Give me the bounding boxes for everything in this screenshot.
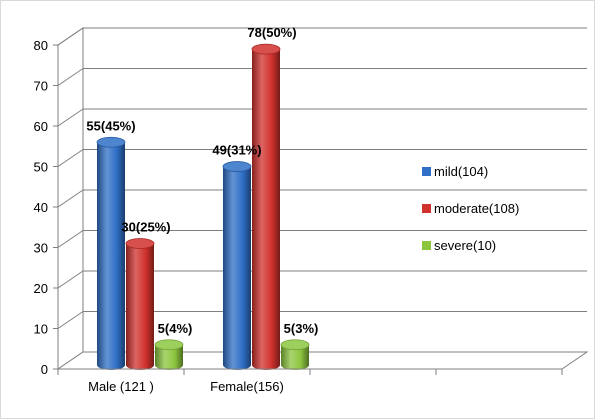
- y-tick-label: 30: [34, 241, 48, 256]
- y-tick-label: 10: [34, 322, 48, 337]
- gridline-side: [57, 230, 84, 248]
- gridline-side: [57, 68, 84, 86]
- bar-top: [125, 238, 155, 249]
- data-label: 5(4%): [158, 321, 193, 336]
- bar-body: [223, 166, 251, 370]
- bar-top: [96, 136, 126, 148]
- y-tick-label: 60: [34, 119, 48, 134]
- bar: [125, 238, 155, 370]
- y-tick-label: 70: [34, 79, 48, 94]
- bar: [280, 339, 310, 370]
- data-label: 30(25%): [121, 220, 170, 235]
- legend-swatch: [422, 167, 431, 176]
- bar-top: [154, 339, 184, 351]
- data-label: 49(31%): [212, 143, 261, 158]
- y-tick-label: 80: [34, 38, 48, 53]
- data-labels: 55(45%) 30(25%) 5(4%) 49(31%) 78(50%) 5(3%): [86, 25, 318, 336]
- bar: [222, 161, 252, 370]
- gridlines: [57, 27, 587, 329]
- data-label: 78(50%): [247, 25, 296, 40]
- x-tick-label: Female(156): [210, 379, 284, 394]
- y-tick-label: 0: [41, 362, 48, 377]
- bar: [96, 136, 126, 370]
- data-label: 55(45%): [86, 118, 135, 133]
- gridline-side: [57, 108, 84, 127]
- bar-top: [251, 43, 281, 55]
- gridline-side: [57, 270, 84, 289]
- legend-entry: mild(104): [422, 164, 488, 179]
- bar: [154, 339, 184, 370]
- gridline-side: [57, 311, 84, 329]
- bar-body: [126, 243, 154, 370]
- data-label: 5(3%): [284, 321, 319, 336]
- bar-top: [280, 339, 310, 351]
- y-tick-label: 50: [34, 160, 48, 175]
- x-tick-label: Male (121 ): [88, 379, 154, 394]
- legend-swatch: [422, 241, 431, 250]
- gridline-side: [57, 189, 84, 208]
- bar-body: [252, 49, 280, 370]
- legend-entry: moderate(108): [422, 201, 519, 216]
- legend-label: severe(10): [434, 238, 496, 253]
- bar-body: [281, 344, 309, 370]
- bar-body: [155, 344, 183, 370]
- y-tick-label: 20: [34, 281, 48, 296]
- legend-label: moderate(108): [434, 201, 519, 216]
- legend: mild(104) moderate(108) severe(10): [422, 164, 519, 253]
- gridline-side: [57, 149, 84, 167]
- axes: 0 10 20 30 40 50 60 70 80 Male (121 ) Female(156): [34, 38, 563, 394]
- bar-body: [97, 142, 125, 370]
- gridline-side: [57, 27, 84, 46]
- bars: [96, 43, 310, 370]
- bar-top: [222, 161, 252, 172]
- y-tick-label: 40: [34, 200, 48, 215]
- legend-label: mild(104): [434, 164, 488, 179]
- legend-entry: severe(10): [422, 238, 496, 253]
- bar: [251, 43, 281, 370]
- legend-swatch: [422, 204, 431, 213]
